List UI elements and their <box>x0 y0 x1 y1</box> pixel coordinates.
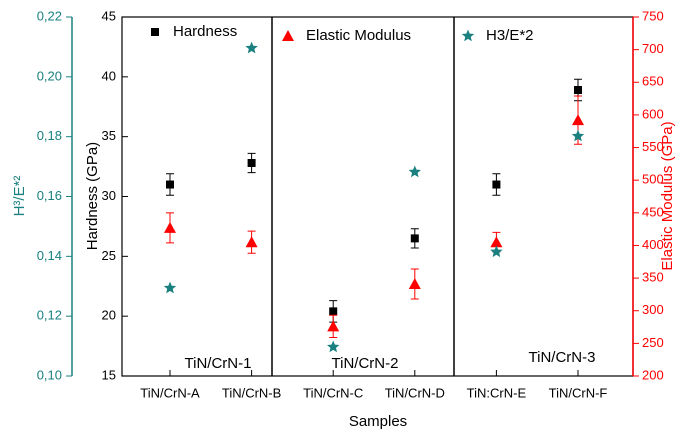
group-label: TiN/CrN-3 <box>529 349 596 366</box>
y2-tick-label: 200 <box>642 367 664 382</box>
y2-tick-label: 600 <box>642 106 664 121</box>
hardness-marker <box>247 158 256 167</box>
x-tick-label: TiN:CrN-E <box>467 385 527 400</box>
y3-axis-title: H³/E*² <box>11 176 28 217</box>
y2-tick-label: 700 <box>642 41 664 56</box>
modulus-marker <box>327 320 340 332</box>
h3e2-marker <box>245 41 258 54</box>
hardness-marker <box>410 234 419 243</box>
legend-marker <box>282 30 294 41</box>
y-tick-label: 15 <box>102 367 116 382</box>
x-tick-label: TiN/CrN-B <box>222 385 281 400</box>
y-tick-label: 20 <box>102 308 116 323</box>
modulus-marker <box>164 221 176 233</box>
y3-tick-label: 0,12 <box>37 308 62 323</box>
y2-tick-label: 500 <box>642 172 664 187</box>
y-tick-label: 25 <box>102 248 116 263</box>
modulus-marker <box>245 236 258 248</box>
y3-tick-label: 0,10 <box>37 367 62 382</box>
modulus-marker <box>408 277 421 289</box>
modulus-marker <box>490 236 503 248</box>
x-axis-title: Samples <box>349 413 407 430</box>
y2-axis-title: Elastic Modulus (GPa) <box>659 121 676 270</box>
y-tick-label: 45 <box>102 8 116 23</box>
y-tick-label: 40 <box>102 68 116 83</box>
hardness-marker <box>329 307 338 316</box>
legend-marker <box>461 29 475 42</box>
y-tick-label: 30 <box>102 188 116 203</box>
x-tick-label: TiN/CrN-A <box>140 385 200 400</box>
y-tick-label: 35 <box>102 128 116 143</box>
h3e2-marker <box>327 340 340 353</box>
y3-tick-label: 0,16 <box>37 188 62 203</box>
y2-tick-label: 450 <box>642 204 664 219</box>
y3-tick-label: 0,22 <box>37 8 62 23</box>
plot-frame <box>121 16 634 377</box>
hardness-marker <box>492 180 501 189</box>
group-label: TiN/CrN-2 <box>332 355 399 372</box>
x-tick-label: TiN/CrN-D <box>385 385 445 400</box>
y2-tick-label: 250 <box>642 335 664 350</box>
y-axis-title: Hardness (GPa) <box>84 142 101 250</box>
h3e2-marker <box>408 165 421 178</box>
legend-label: Elastic Modulus <box>306 27 411 44</box>
y2-tick-label: 400 <box>642 237 664 252</box>
h3e2-marker <box>490 245 503 258</box>
y3-tick-label: 0,14 <box>37 248 62 263</box>
hardness-marker <box>574 85 582 94</box>
legend-label: H3/E*2 <box>486 27 534 44</box>
y2-tick-label: 350 <box>642 270 664 285</box>
y3-tick-label: 0,18 <box>37 128 62 143</box>
y3-tick-label: 0,20 <box>37 68 62 83</box>
y2-tick-label: 300 <box>642 302 664 317</box>
legend-label: Hardness <box>173 23 237 40</box>
h3e2-marker <box>571 129 585 142</box>
x-tick-label: TiN/CrN-C <box>303 385 363 400</box>
y2-tick-label: 550 <box>642 139 664 154</box>
legend-marker <box>151 28 159 36</box>
y2-tick-label: 650 <box>642 74 664 89</box>
x-tick-label: TiN/CrN-F <box>549 385 608 400</box>
modulus-marker <box>572 114 584 126</box>
h3e2-marker <box>163 281 177 294</box>
y2-tick-label: 750 <box>642 8 664 23</box>
group-label: TiN/CrN-1 <box>185 355 252 372</box>
hardness-marker <box>166 180 174 189</box>
